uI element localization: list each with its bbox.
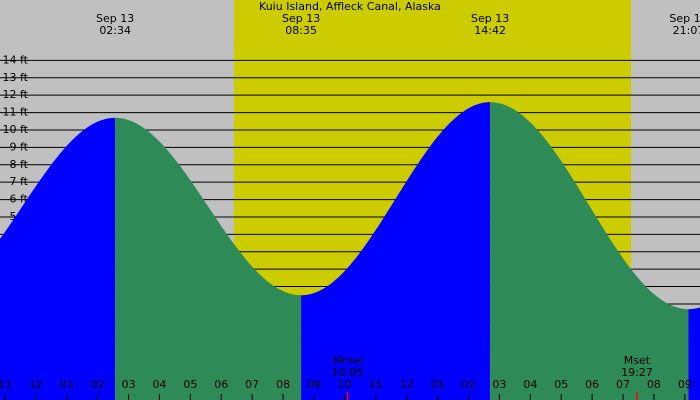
moon-label: Mset	[624, 354, 651, 367]
x-tick-label: 05	[183, 378, 197, 391]
x-tick-label: 01	[431, 378, 445, 391]
falling-tide	[490, 102, 689, 400]
x-tick-label: 06	[585, 378, 599, 391]
extreme-time: 02:34	[99, 24, 131, 37]
moon-time: 10:05	[332, 366, 364, 379]
x-tick-label: 07	[245, 378, 259, 391]
y-tick-label: 6 ft	[10, 193, 29, 206]
extreme-date: Sep 13	[669, 12, 700, 25]
chart-title: Kuiu Island, Affleck Canal, Alaska	[259, 0, 441, 13]
y-tick-label: 13 ft	[3, 71, 29, 84]
x-tick-label: 10	[338, 378, 352, 391]
x-tick-label: 12	[29, 378, 43, 391]
y-tick-label: 12 ft	[3, 88, 29, 101]
y-tick-label: 8 ft	[10, 158, 29, 171]
extreme-date: Sep 13	[96, 12, 134, 25]
moon-time: 19:27	[621, 366, 653, 379]
rising-tide	[0, 117, 116, 400]
x-tick-label: 04	[152, 378, 166, 391]
extreme-time: 21:07	[673, 24, 700, 37]
x-tick-label: 04	[523, 378, 537, 391]
x-tick-label: 09	[307, 378, 321, 391]
x-tick-label: 03	[492, 378, 506, 391]
x-tick-label: 02	[91, 378, 105, 391]
x-tick-label: 11	[0, 378, 12, 391]
x-tick-label: 11	[369, 378, 383, 391]
extreme-date: Sep 13	[471, 12, 509, 25]
x-tick-label: 05	[554, 378, 568, 391]
x-tick-label: 03	[122, 378, 136, 391]
x-tick-label: 08	[647, 378, 661, 391]
x-tick-label: 08	[276, 378, 290, 391]
y-tick-label: 9 ft	[10, 140, 29, 153]
extreme-date: Sep 13	[282, 12, 320, 25]
x-tick-label: 09	[678, 378, 692, 391]
falling-tide	[115, 117, 302, 400]
y-tick-label: 10 ft	[3, 123, 29, 136]
y-tick-label: 7 ft	[10, 175, 29, 188]
moon-label: Mrise	[333, 354, 363, 367]
rising-tide	[301, 102, 491, 400]
x-tick-label: 01	[60, 378, 74, 391]
y-tick-label: 14 ft	[3, 53, 29, 66]
y-tick-label: 11 ft	[3, 106, 29, 119]
x-tick-label: 02	[462, 378, 476, 391]
x-tick-label: 12	[400, 378, 414, 391]
rising-tide	[688, 307, 700, 400]
x-tick-label: 07	[616, 378, 630, 391]
extreme-time: 14:42	[474, 24, 506, 37]
x-tick-label: 06	[214, 378, 228, 391]
extreme-time: 08:35	[285, 24, 317, 37]
